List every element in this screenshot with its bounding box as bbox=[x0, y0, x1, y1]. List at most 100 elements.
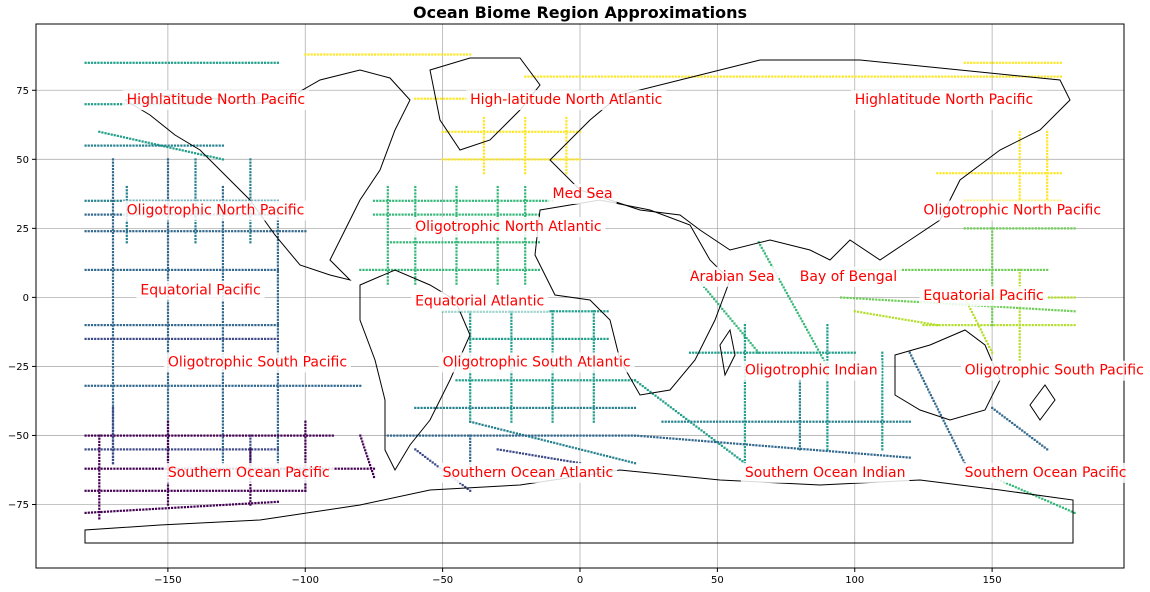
data-point bbox=[263, 384, 266, 387]
data-point bbox=[125, 195, 128, 198]
data-point bbox=[490, 213, 493, 216]
data-point bbox=[138, 324, 142, 327]
data-point bbox=[166, 458, 170, 462]
data-point bbox=[963, 61, 966, 64]
data-point bbox=[221, 333, 224, 336]
data-point bbox=[442, 406, 445, 409]
data-point bbox=[584, 337, 587, 340]
region-label-18: Southern Ocean Indian bbox=[740, 462, 910, 483]
data-point bbox=[200, 434, 203, 437]
data-point bbox=[518, 158, 521, 161]
data-point bbox=[276, 283, 279, 286]
data-point bbox=[221, 275, 224, 278]
data-point bbox=[868, 298, 871, 301]
data-point bbox=[565, 133, 568, 136]
data-point bbox=[116, 61, 119, 64]
data-point bbox=[584, 310, 587, 313]
data-point bbox=[590, 451, 593, 454]
data-point bbox=[145, 467, 148, 470]
data-point bbox=[469, 373, 472, 376]
data-point bbox=[1022, 324, 1025, 327]
data-point bbox=[116, 199, 119, 202]
data-point bbox=[503, 406, 506, 409]
data-point bbox=[605, 406, 608, 409]
data-point bbox=[1046, 143, 1049, 146]
data-point bbox=[822, 449, 825, 452]
data-point bbox=[1046, 133, 1049, 137]
data-point bbox=[899, 455, 902, 458]
data-point bbox=[161, 268, 164, 271]
data-point bbox=[180, 489, 183, 492]
data-point bbox=[950, 75, 953, 78]
data-point bbox=[87, 511, 90, 514]
data-point bbox=[111, 432, 115, 435]
data-point bbox=[166, 417, 170, 420]
data-point bbox=[528, 406, 531, 409]
data-point bbox=[809, 448, 812, 451]
data-point bbox=[524, 272, 527, 276]
data-point bbox=[97, 103, 100, 106]
data-point bbox=[111, 388, 115, 391]
data-point bbox=[696, 420, 699, 423]
data-point bbox=[587, 450, 590, 453]
data-point bbox=[639, 383, 642, 386]
data-point bbox=[798, 401, 801, 404]
data-point bbox=[379, 199, 382, 202]
data-point bbox=[701, 439, 704, 442]
data-point bbox=[111, 235, 115, 238]
data-point bbox=[991, 275, 994, 278]
data-point bbox=[934, 75, 937, 78]
data-point bbox=[347, 467, 350, 470]
data-point bbox=[510, 326, 513, 329]
data-point bbox=[496, 208, 499, 211]
data-point bbox=[386, 276, 389, 279]
data-point bbox=[361, 53, 364, 56]
data-point bbox=[111, 398, 115, 401]
data-point bbox=[183, 230, 186, 233]
data-point bbox=[417, 213, 420, 216]
data-point bbox=[469, 344, 472, 348]
data-point bbox=[304, 433, 307, 436]
data-point bbox=[276, 395, 279, 398]
data-point bbox=[167, 61, 170, 64]
data-point bbox=[572, 75, 575, 78]
data-point bbox=[551, 344, 554, 348]
data-point bbox=[205, 144, 209, 147]
region-label-box bbox=[122, 200, 309, 221]
data-point bbox=[592, 376, 595, 379]
data-point bbox=[1018, 275, 1021, 278]
data-point bbox=[790, 351, 793, 354]
data-point bbox=[254, 268, 257, 271]
data-point bbox=[712, 420, 715, 423]
data-point bbox=[155, 61, 158, 64]
data-point bbox=[516, 199, 519, 202]
data-point bbox=[461, 268, 464, 271]
data-point bbox=[905, 268, 908, 271]
data-point bbox=[402, 434, 405, 437]
data-point bbox=[531, 268, 534, 271]
data-point bbox=[249, 161, 252, 164]
data-point bbox=[219, 324, 222, 327]
data-point bbox=[991, 262, 994, 265]
data-point bbox=[396, 241, 399, 244]
new-zealand-outline bbox=[1029, 384, 1056, 421]
data-point bbox=[221, 311, 224, 314]
data-point bbox=[592, 322, 595, 325]
data-point bbox=[1034, 227, 1037, 230]
data-point bbox=[87, 103, 90, 106]
data-point bbox=[524, 75, 527, 78]
data-point bbox=[592, 401, 595, 404]
data-point bbox=[145, 384, 148, 387]
data-point bbox=[138, 508, 142, 511]
data-point bbox=[826, 387, 829, 390]
data-point bbox=[646, 388, 649, 392]
region-label-19: Southern Ocean Pacific bbox=[960, 462, 1131, 483]
data-point bbox=[183, 489, 186, 492]
data-point bbox=[735, 75, 738, 78]
data-point bbox=[386, 185, 389, 189]
data-point bbox=[592, 404, 595, 408]
data-point bbox=[183, 337, 186, 340]
data-point bbox=[881, 383, 884, 386]
data-point bbox=[506, 449, 509, 453]
data-point bbox=[841, 451, 844, 454]
